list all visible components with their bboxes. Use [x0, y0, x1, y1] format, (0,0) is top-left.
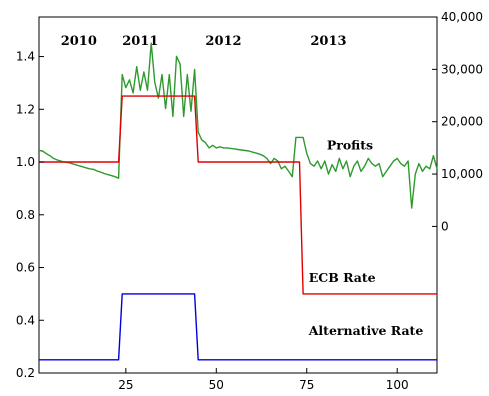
- x-tick-label: 25: [118, 378, 133, 392]
- x-tick-label: 75: [299, 378, 314, 392]
- left-tick-label: 0.2: [16, 366, 35, 380]
- x-tick-label: 50: [209, 378, 224, 392]
- right-tick-label: 0: [441, 219, 449, 233]
- year-label: 2010: [61, 34, 97, 49]
- series-line-profits: [38, 42, 438, 209]
- year-label: 2013: [310, 34, 346, 49]
- right-tick-label: 20,000: [441, 115, 483, 129]
- right-tick-label: 40,000: [441, 10, 483, 24]
- right-tick-label: 30,000: [441, 62, 483, 76]
- right-tick-label: 10,000: [441, 167, 483, 181]
- series-line-ecb-rate: [39, 95, 437, 295]
- series-label-alternative-rate: Alternative Rate: [308, 323, 424, 338]
- left-tick-label: 1.4: [16, 50, 35, 64]
- left-tick-label: 1.2: [16, 102, 35, 116]
- left-tick-label: 0.8: [16, 208, 35, 222]
- year-label: 2011: [122, 34, 158, 49]
- year-label: 2012: [205, 34, 241, 49]
- left-tick-label: 1.0: [16, 155, 35, 169]
- x-tick-label: 100: [386, 378, 409, 392]
- series-label-profits: Profits: [327, 137, 373, 152]
- series-line-alternative-rate: [39, 293, 437, 361]
- plot-area: [38, 16, 438, 374]
- left-tick-label: 0.4: [16, 313, 35, 327]
- series-label-ecb-rate: ECB Rate: [309, 270, 376, 285]
- left-tick-label: 0.6: [16, 261, 35, 275]
